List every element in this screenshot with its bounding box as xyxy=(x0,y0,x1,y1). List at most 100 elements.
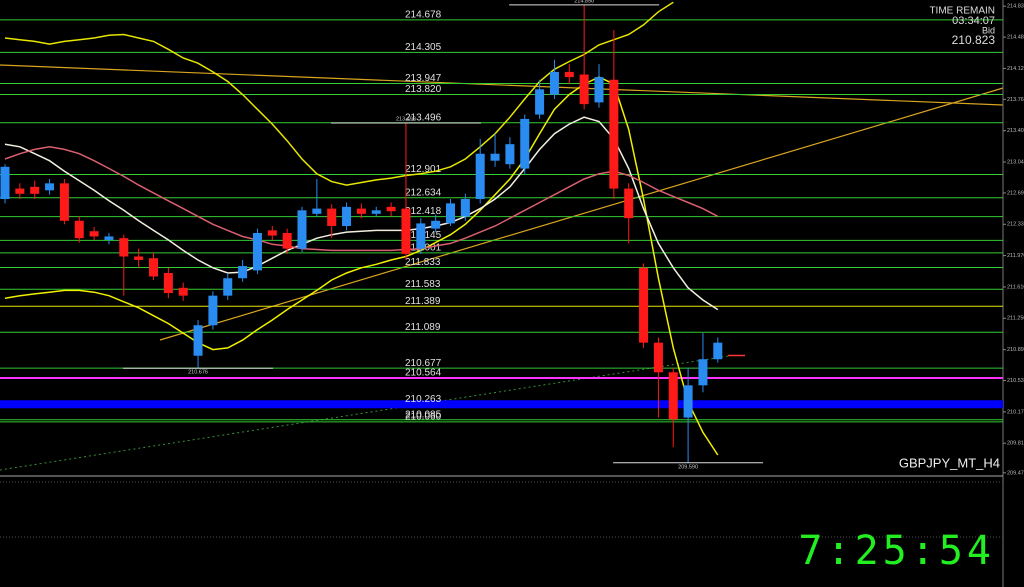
candle-body xyxy=(30,186,40,194)
candle-body xyxy=(267,230,277,236)
level-label: 210.564 xyxy=(405,368,442,379)
candle-body xyxy=(564,71,574,78)
level-label: 212.901 xyxy=(405,164,442,175)
candles xyxy=(0,4,723,463)
candle-body xyxy=(446,203,455,224)
candle-body xyxy=(386,206,396,212)
level-label: 211.833 xyxy=(405,257,441,268)
annotation-label: 214.850 xyxy=(574,0,594,4)
candle-body xyxy=(683,385,693,418)
level-label: 213.496 xyxy=(405,112,442,123)
candle-body xyxy=(475,153,485,200)
level-label: 210.060 xyxy=(405,412,442,423)
y-tick-label: 212.330 xyxy=(1007,222,1024,228)
candle-body xyxy=(609,79,619,189)
candle-body xyxy=(178,287,188,296)
candle-body xyxy=(460,199,470,217)
candle-body xyxy=(535,89,545,115)
indicator-line xyxy=(4,1,674,186)
level-label: 212.418 xyxy=(405,206,442,217)
level-label: 213.947 xyxy=(405,73,442,84)
candle-body xyxy=(549,71,559,95)
candle-body xyxy=(327,208,337,227)
candle-body xyxy=(297,210,307,249)
candle-body xyxy=(119,238,129,257)
y-tick-label: 214.120 xyxy=(1007,66,1024,72)
y-tick-label: 211.970 xyxy=(1007,253,1024,259)
candle-body xyxy=(401,208,411,254)
level-label: 211.583 xyxy=(405,279,441,290)
chart-title: GBPJPY_MT_H4 xyxy=(899,455,1000,470)
candle-body xyxy=(45,183,55,191)
candle-body xyxy=(431,220,441,229)
time-remain: 03:34:07 xyxy=(952,15,995,27)
level-label: 210.085 xyxy=(405,409,442,420)
y-tick-label: 211.610 xyxy=(1007,284,1024,290)
candle-body xyxy=(282,232,292,249)
annotation-label: 209.590 xyxy=(678,464,698,470)
y-tick-label: 214.835 xyxy=(1007,4,1024,10)
bid-value: 210.823 xyxy=(952,33,996,47)
annotation-label: 213.493 xyxy=(396,116,416,122)
candle-body xyxy=(520,118,530,169)
indicator-line xyxy=(4,146,719,252)
candle-body xyxy=(149,258,158,277)
level-label: 214.305 xyxy=(405,42,442,53)
candle-body xyxy=(74,220,84,239)
candle-body xyxy=(252,232,262,271)
candle-body xyxy=(193,325,203,356)
candle-body xyxy=(594,77,604,103)
trend-line xyxy=(0,64,1004,106)
candle-body xyxy=(698,359,708,386)
candle-body xyxy=(59,183,69,221)
level-label: 210.263 xyxy=(405,394,442,405)
candle-body xyxy=(624,188,634,219)
y-tick-label: 214.480 xyxy=(1007,35,1024,41)
level-label: 211.389 xyxy=(405,296,441,307)
y-tick-label: 210.175 xyxy=(1007,409,1024,415)
y-tick-label: 212.690 xyxy=(1007,190,1024,196)
indicator-line xyxy=(4,116,719,311)
annotation-label: 210.676 xyxy=(188,370,208,376)
candle-body xyxy=(490,153,500,161)
candle-body xyxy=(89,231,99,237)
candle-body xyxy=(342,206,352,227)
candle-body xyxy=(579,74,589,105)
candle-body xyxy=(713,342,723,360)
candle-body xyxy=(0,166,10,200)
clock: 7:25:54 xyxy=(798,528,995,574)
candle-body xyxy=(163,273,173,294)
y-tick-label: 213.405 xyxy=(1007,128,1024,134)
y-tick-label: 210.535 xyxy=(1007,378,1024,384)
level-label: 210.677 xyxy=(405,358,442,369)
candle-body xyxy=(238,266,248,279)
level-label: 213.820 xyxy=(405,84,442,95)
overlay: 214.850 213.493 210.676 209.590 xyxy=(123,0,764,470)
y-tick-label: 209.475 xyxy=(1007,470,1024,476)
y-tick-label: 210.890 xyxy=(1007,347,1024,353)
candle-body xyxy=(312,208,322,214)
candle-body xyxy=(104,236,114,240)
trend-line xyxy=(0,354,736,471)
candle-body xyxy=(223,278,233,296)
time-remain-label: TIME REMAIN xyxy=(929,6,995,17)
y-tick-label: 211.250 xyxy=(1007,316,1024,322)
bid-label: Bid xyxy=(982,25,995,35)
candle-body xyxy=(356,208,366,214)
candle-body xyxy=(505,144,515,165)
y-tick-label: 213.765 xyxy=(1007,97,1024,103)
candle-body xyxy=(371,210,381,214)
level-label: 214.678 xyxy=(405,9,442,20)
candle-body xyxy=(134,256,144,260)
candle-body xyxy=(668,372,678,420)
level-label: 211.089 xyxy=(405,322,441,333)
candle-body xyxy=(653,342,663,373)
candle-body xyxy=(639,267,649,343)
candle-body xyxy=(416,223,426,249)
y-tick-label: 209.815 xyxy=(1007,441,1024,447)
candle-body xyxy=(15,188,25,194)
trend-line xyxy=(159,87,1004,341)
